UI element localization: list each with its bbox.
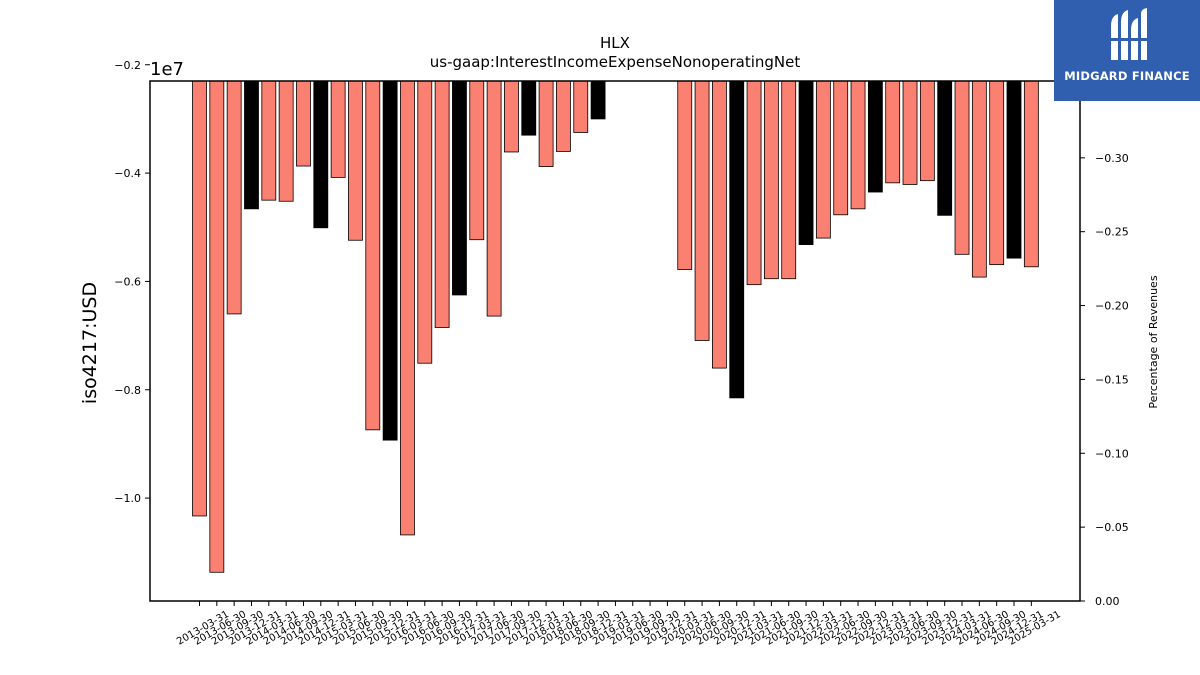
bar: [677, 80, 693, 270]
bar: [417, 80, 433, 364]
plot-frame: [149, 80, 1081, 602]
y-axis-label: iso4217:USD: [79, 282, 101, 404]
bar: [521, 80, 537, 136]
bar: [556, 80, 571, 152]
bar: [209, 80, 225, 573]
bar: [330, 80, 346, 178]
y2-tick-label: 0.00: [1095, 595, 1120, 608]
bar: [452, 80, 467, 296]
y2-tick-label: −0.30: [1095, 152, 1129, 165]
bar: [192, 80, 207, 517]
bar: [798, 80, 814, 245]
bar: [400, 80, 415, 536]
y-tick-label: −0.4: [114, 167, 141, 180]
y2-tick-label: −0.25: [1095, 226, 1129, 239]
bar: [278, 80, 294, 202]
brand-name: MIDGARD FINANCE: [1064, 69, 1190, 83]
chart-subtitle: us-gaap:InterestIncomeExpenseNonoperatin…: [430, 53, 801, 71]
bar: [1006, 80, 1022, 259]
bar: [469, 80, 485, 241]
bar: [815, 80, 831, 239]
y2-tick-label: −0.10: [1095, 447, 1129, 460]
bar: [348, 80, 363, 241]
bar: [313, 80, 329, 229]
bar: [937, 80, 953, 216]
x-ticks-group: 2013-03-312013-06-302013-09-302013-12-31…: [175, 601, 1063, 648]
bars-group: [192, 80, 1039, 573]
y-tick-label: −0.6: [114, 275, 141, 288]
bar: [850, 80, 866, 210]
y2-ticks-group: 0.00 −0.05 −0.10 −0.15 −0.20 −0.25 −0.30: [1080, 152, 1129, 608]
y-tick-label: −1.0: [114, 492, 141, 505]
bar: [382, 80, 398, 441]
bar: [694, 80, 710, 341]
bar: [989, 80, 1005, 266]
bar: [729, 80, 745, 399]
bar: [954, 80, 970, 255]
bar: [538, 80, 554, 167]
y2-tick-label: −0.05: [1095, 521, 1129, 534]
bar: [746, 80, 762, 286]
bar: [867, 80, 883, 193]
y-tick-label: −0.2: [114, 59, 141, 72]
y2-tick-label: −0.15: [1095, 373, 1129, 386]
bar: [486, 80, 502, 317]
bar: [919, 80, 935, 182]
y-offset-label: 1e7: [150, 59, 184, 80]
brand-logo: MIDGARD FINANCE: [1054, 0, 1200, 101]
logo-mark-icon: [1106, 8, 1150, 60]
bar: [763, 80, 779, 280]
bar: [434, 80, 450, 328]
y2-axis-label: Percentage of Revenues: [1147, 275, 1160, 408]
bar: [885, 80, 901, 184]
bar: [504, 80, 519, 153]
bar: [573, 80, 589, 133]
bar: [902, 80, 918, 185]
bar: [365, 80, 381, 431]
chart-title: HLX: [600, 34, 630, 52]
bar: [296, 80, 311, 167]
bar: [971, 80, 987, 278]
bar: [781, 80, 797, 280]
bar: [833, 80, 849, 216]
bar: [244, 80, 259, 210]
y-ticks-group: −1.0 −0.8 −0.6 −0.4 −0.2: [114, 59, 150, 505]
bar: [226, 80, 242, 315]
bar: [1023, 80, 1039, 268]
bar: [261, 80, 277, 201]
y2-tick-label: −0.20: [1095, 300, 1129, 313]
bar: [590, 80, 606, 120]
y-tick-label: −0.8: [114, 384, 141, 397]
bar: [712, 80, 727, 369]
